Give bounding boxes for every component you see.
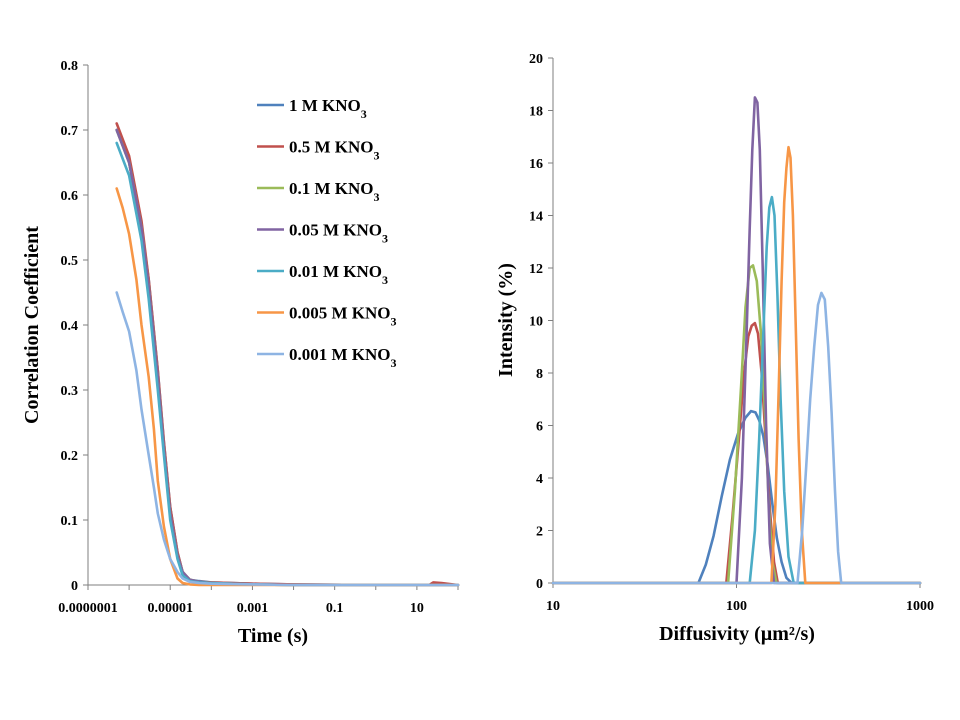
right-series-0-1-m-kno3	[551, 264, 922, 585]
left-series-1-m-kno3	[115, 128, 460, 587]
right-y-tick-label: 8	[536, 367, 543, 382]
left-y-tick-label: 0.2	[61, 449, 79, 464]
legend-entry-label: 0.01 M KNO3	[289, 262, 388, 287]
right-series-0-005-m-kno3	[551, 145, 922, 585]
right-y-tick-label: 16	[529, 157, 543, 172]
legend-entry-label: 0.1 M KNO3	[289, 179, 380, 204]
left-series-0-5-m-kno3	[115, 122, 460, 587]
left-y-tick-label: 0.7	[61, 124, 79, 139]
right-series-group	[551, 96, 922, 585]
right-y-tick-label: 14	[529, 210, 543, 225]
left-x-tick-label: 0.001	[237, 601, 269, 616]
left-y-tick-label: 0.3	[61, 384, 79, 399]
legend-entry-label: 0.005 M KNO3	[289, 304, 397, 329]
right-y-tick-label: 2	[536, 525, 543, 540]
right-y-axis-title: Intensity (%)	[495, 263, 517, 377]
right-y-tick-label: 0	[536, 577, 543, 592]
left-x-axis-title: Time (s)	[238, 625, 308, 647]
left-y-tick-label: 0.8	[61, 59, 79, 74]
legend-entry-label: 0.001 M KNO3	[289, 345, 397, 370]
right-series-0-05-m-kno3	[551, 96, 922, 585]
left-y-tick-label: 0.4	[61, 319, 79, 334]
legend-entry-label: 0.5 M KNO3	[289, 138, 380, 163]
left-y-tick-label: 0.5	[61, 254, 79, 269]
right-x-ticks: 10 100 1000	[546, 583, 934, 614]
right-x-tick-label: 10	[546, 599, 560, 614]
right-y-tick-label: 10	[529, 315, 543, 330]
left-y-tick-label: 0.1	[61, 514, 79, 529]
right-y-ticks: 0 2 4 6 8 10 12 14 16 18 20	[529, 52, 553, 592]
right-y-tick-label: 18	[529, 105, 543, 120]
left-x-tick-label: 10	[410, 601, 424, 616]
left-x-tick-label: 0.0000001	[58, 601, 118, 616]
right-y-tick-label: 20	[529, 52, 543, 67]
left-series-0-1-m-kno3	[115, 128, 460, 587]
left-x-tick-label: 0.1	[326, 601, 344, 616]
right-series-1-m-kno3	[551, 409, 922, 585]
right-x-tick-label: 100	[726, 599, 747, 614]
right-y-tick-label: 12	[529, 262, 543, 277]
right-y-tick-label: 6	[536, 420, 543, 435]
left-series-0-05-m-kno3	[115, 128, 460, 587]
left-y-tick-label: 0	[71, 579, 78, 594]
correlation-chart: 00.10.20.30.40.50.60.70.8 0.0000001 0.000…	[21, 59, 460, 647]
right-series-0-001-m-kno3	[551, 291, 922, 585]
left-series-group	[115, 122, 460, 587]
right-series-0-01-m-kno3	[551, 195, 922, 585]
legend-entry-label: 1 M KNO3	[289, 96, 367, 121]
legend: 1 M KNO3 0.5 M KNO3 0.1 M KNO3 0.05 M KNO3 0…	[257, 96, 397, 370]
left-series-0-01-m-kno3	[115, 141, 460, 587]
right-x-axis-title: Diffusivity (µm²/s)	[659, 623, 815, 645]
left-x-ticks: 0.0000001 0.00001 0.001 0.1 10	[58, 585, 459, 616]
legend-entry-label: 0.05 M KNO3	[289, 221, 388, 246]
right-x-tick-label: 1000	[906, 599, 934, 614]
left-series-0-001-m-kno3	[115, 291, 460, 587]
left-y-ticks: 0 0.1 0.2 0.3 0.4 0.5 0.6 0.7 0.8	[61, 59, 88, 594]
right-y-tick-label: 4	[536, 472, 543, 487]
left-series-0-005-m-kno3	[115, 187, 460, 587]
left-y-tick-label: 0.6	[61, 189, 79, 204]
intensity-chart: 0 2 4 6 8 10 12 14 16 18 20 10 100 1000 Diffusivity …	[495, 52, 934, 645]
left-y-axis-title: Correlation Coefficient	[21, 226, 43, 424]
left-x-tick-label: 0.00001	[147, 601, 193, 616]
